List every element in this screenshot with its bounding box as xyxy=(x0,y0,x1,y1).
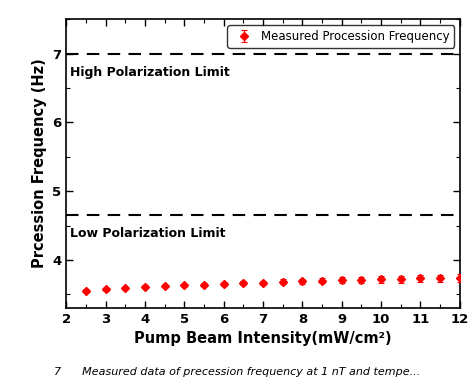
Text: High Polarization Limit: High Polarization Limit xyxy=(70,65,230,79)
Text: 7      Measured data of precession frequency at 1 nT and tempe...: 7 Measured data of precession frequency … xyxy=(54,367,420,377)
X-axis label: Pump Beam Intensity(mW/cm²): Pump Beam Intensity(mW/cm²) xyxy=(134,331,392,346)
Legend: Measured Procession Frequency: Measured Procession Frequency xyxy=(228,25,454,48)
Y-axis label: Prcession Frequency (Hz): Prcession Frequency (Hz) xyxy=(32,59,47,268)
Text: Low Polarization Limit: Low Polarization Limit xyxy=(70,227,226,240)
